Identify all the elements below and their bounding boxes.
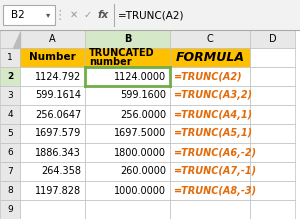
Text: 3: 3 — [7, 91, 13, 100]
Text: ✕: ✕ — [70, 10, 78, 20]
Bar — [0, 105, 20, 124]
Text: A: A — [49, 34, 56, 44]
Bar — [170, 181, 250, 200]
Text: 4: 4 — [7, 110, 13, 119]
Polygon shape — [13, 32, 20, 48]
Bar — [0, 30, 20, 48]
Text: 1800.0000: 1800.0000 — [114, 148, 166, 157]
Bar — [85, 162, 170, 181]
Bar — [250, 181, 295, 200]
Bar — [0, 124, 20, 143]
Bar — [0, 181, 20, 200]
Text: 599.1600: 599.1600 — [120, 90, 166, 101]
Bar — [250, 124, 295, 143]
Bar — [170, 124, 250, 143]
Text: 2: 2 — [7, 72, 13, 81]
Text: number: number — [89, 57, 132, 67]
Bar — [20, 162, 85, 181]
Text: =TRUNC(A4,1): =TRUNC(A4,1) — [174, 110, 253, 120]
Bar — [250, 86, 295, 105]
Text: C: C — [207, 34, 213, 44]
Text: 1886.343: 1886.343 — [35, 148, 81, 157]
Text: FORMULA: FORMULA — [176, 51, 244, 64]
Text: ▾: ▾ — [46, 11, 50, 19]
Bar — [170, 67, 250, 86]
Text: 599.1614: 599.1614 — [35, 90, 81, 101]
Text: D: D — [269, 34, 276, 44]
Bar — [0, 200, 20, 219]
Text: 7: 7 — [7, 167, 13, 176]
Text: =TRUNC(A8,-3): =TRUNC(A8,-3) — [174, 185, 257, 196]
Bar — [0, 0, 300, 30]
Bar — [3, 5, 55, 25]
Text: 1000.0000: 1000.0000 — [114, 185, 166, 196]
Bar — [250, 67, 295, 86]
Text: 1697.5000: 1697.5000 — [114, 129, 166, 138]
Text: ✓: ✓ — [84, 10, 92, 20]
Bar — [250, 200, 295, 219]
Text: 260.0000: 260.0000 — [120, 166, 166, 177]
Bar — [85, 30, 170, 48]
Bar — [85, 181, 170, 200]
Text: 8: 8 — [7, 186, 13, 195]
Bar — [0, 143, 20, 162]
Text: =TRUNC(A3,2): =TRUNC(A3,2) — [174, 90, 253, 101]
Bar — [250, 105, 295, 124]
Bar — [85, 124, 170, 143]
Bar — [170, 105, 250, 124]
Text: 1697.579: 1697.579 — [35, 129, 81, 138]
Text: 6: 6 — [7, 148, 13, 157]
Bar — [20, 200, 85, 219]
Text: =TRUNC(A5,1): =TRUNC(A5,1) — [174, 129, 253, 138]
Text: =TRUNC(A7,-1): =TRUNC(A7,-1) — [174, 166, 257, 177]
Bar — [170, 30, 250, 48]
Bar — [170, 48, 250, 67]
Text: 264.358: 264.358 — [41, 166, 81, 177]
Text: fx: fx — [98, 10, 109, 20]
Bar — [0, 48, 20, 67]
Text: 1197.828: 1197.828 — [35, 185, 81, 196]
Bar — [85, 67, 170, 86]
Bar — [0, 86, 20, 105]
Text: B: B — [124, 34, 131, 44]
Text: B2: B2 — [11, 10, 25, 20]
Text: ⋮: ⋮ — [54, 9, 66, 21]
Text: 1124.792: 1124.792 — [35, 71, 81, 81]
Bar — [20, 105, 85, 124]
Text: =TRUNC(A2): =TRUNC(A2) — [174, 71, 243, 81]
Bar — [170, 200, 250, 219]
Text: 256.0647: 256.0647 — [35, 110, 81, 120]
Bar — [20, 86, 85, 105]
Text: 9: 9 — [7, 205, 13, 214]
Text: 1124.0000: 1124.0000 — [114, 71, 166, 81]
Text: =TRUNC(A6,-2): =TRUNC(A6,-2) — [174, 148, 257, 157]
Bar — [170, 86, 250, 105]
Bar — [0, 67, 20, 86]
Bar — [250, 143, 295, 162]
Bar — [20, 30, 85, 48]
Bar — [250, 48, 295, 67]
Text: TRUNCATED: TRUNCATED — [89, 48, 154, 58]
Bar — [20, 48, 85, 67]
Bar — [85, 105, 170, 124]
Bar — [85, 200, 170, 219]
Bar — [170, 162, 250, 181]
Bar — [20, 143, 85, 162]
Text: 5: 5 — [7, 129, 13, 138]
Bar — [20, 124, 85, 143]
Bar — [250, 162, 295, 181]
Bar — [170, 143, 250, 162]
Bar — [85, 143, 170, 162]
Text: 256.0000: 256.0000 — [120, 110, 166, 120]
Bar — [85, 86, 170, 105]
Text: 1: 1 — [7, 53, 13, 62]
Bar — [20, 67, 85, 86]
Text: =TRUNC(A2): =TRUNC(A2) — [118, 10, 184, 20]
Bar — [85, 48, 170, 67]
Bar — [250, 30, 295, 48]
Bar — [0, 162, 20, 181]
Text: Number: Number — [29, 53, 76, 62]
Bar — [20, 181, 85, 200]
